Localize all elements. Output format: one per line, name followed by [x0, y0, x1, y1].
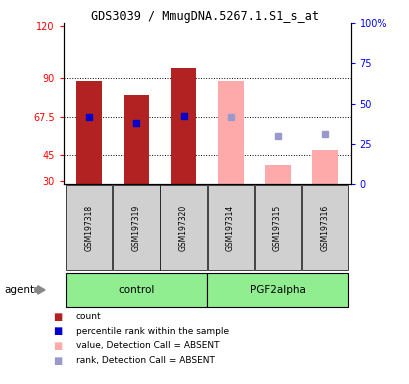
Bar: [264, 166, 290, 184]
Bar: [217, 81, 243, 184]
Bar: [123, 95, 149, 184]
Bar: [160, 185, 206, 270]
Text: agent: agent: [4, 285, 34, 295]
Text: GSM197314: GSM197314: [225, 204, 234, 251]
Bar: [207, 273, 347, 307]
Text: ■: ■: [53, 356, 63, 366]
Text: rank, Detection Call = ABSENT: rank, Detection Call = ABSENT: [76, 356, 214, 365]
Bar: [170, 68, 196, 184]
Text: ■: ■: [53, 312, 63, 322]
Text: percentile rank within the sample: percentile rank within the sample: [76, 327, 228, 336]
Text: PGF2alpha: PGF2alpha: [249, 285, 305, 295]
Bar: [66, 185, 112, 270]
Text: GDS3039 / MmugDNA.5267.1.S1_s_at: GDS3039 / MmugDNA.5267.1.S1_s_at: [91, 10, 318, 23]
Bar: [66, 273, 207, 307]
Text: GSM197315: GSM197315: [272, 204, 281, 251]
Text: value, Detection Call = ABSENT: value, Detection Call = ABSENT: [76, 341, 219, 351]
Text: GSM197318: GSM197318: [85, 204, 94, 251]
Bar: [76, 81, 102, 184]
Text: control: control: [118, 285, 154, 295]
Text: GSM197319: GSM197319: [132, 204, 141, 251]
Text: ■: ■: [53, 341, 63, 351]
Text: ■: ■: [53, 326, 63, 336]
Text: GSM197316: GSM197316: [319, 204, 328, 251]
FancyArrow shape: [35, 286, 45, 294]
Bar: [254, 185, 300, 270]
Bar: [301, 185, 347, 270]
Bar: [311, 150, 337, 184]
Bar: [207, 185, 253, 270]
Bar: [113, 185, 159, 270]
Text: count: count: [76, 312, 101, 321]
Text: GSM197320: GSM197320: [179, 204, 188, 251]
